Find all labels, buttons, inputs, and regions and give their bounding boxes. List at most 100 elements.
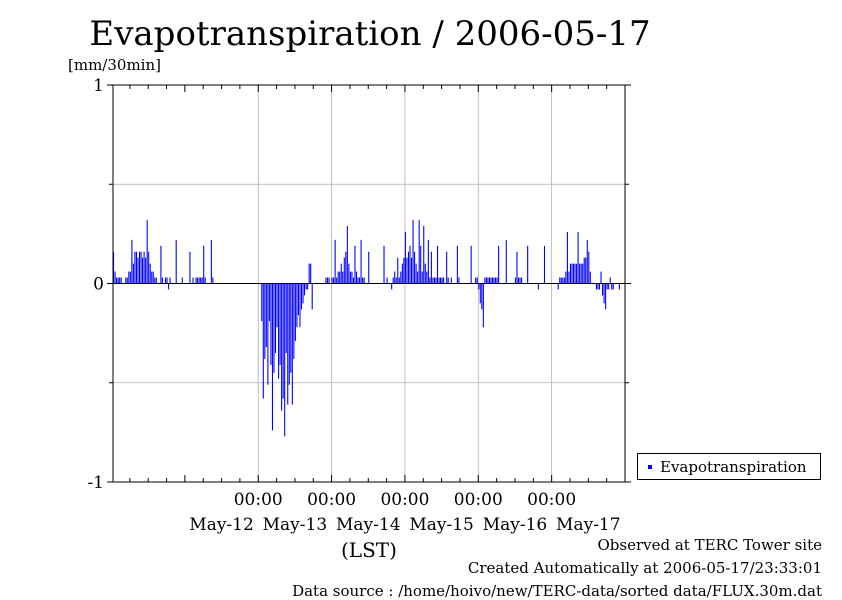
bar <box>618 283 620 290</box>
bar <box>612 283 614 290</box>
bar <box>414 251 416 284</box>
bar <box>571 263 573 284</box>
bar <box>352 277 354 284</box>
bar <box>284 283 286 437</box>
bar <box>426 271 428 284</box>
bar <box>333 277 335 284</box>
bar <box>175 239 177 284</box>
bar <box>443 277 445 284</box>
chart-title: Evapotranspiration / 2006-05-17 <box>89 14 651 54</box>
bar <box>342 271 344 284</box>
bar <box>398 277 400 284</box>
bar <box>168 283 170 290</box>
bar <box>476 277 478 284</box>
bar <box>360 239 362 284</box>
bar <box>132 263 134 284</box>
bar <box>485 277 487 284</box>
bar <box>268 283 270 322</box>
bar <box>160 245 162 284</box>
bar <box>351 271 353 284</box>
bar <box>326 277 329 284</box>
bar <box>436 245 439 284</box>
bar <box>580 263 582 284</box>
bar <box>569 263 571 284</box>
bar <box>605 283 607 310</box>
bar <box>470 245 472 284</box>
bar <box>406 257 408 284</box>
bar <box>417 271 419 284</box>
bar <box>407 251 410 284</box>
bar <box>135 251 138 284</box>
bar <box>421 271 423 284</box>
bar <box>293 283 295 359</box>
legend-swatch <box>648 464 652 469</box>
bar <box>340 263 342 284</box>
bar <box>588 251 590 284</box>
bar <box>424 263 426 284</box>
bar <box>435 277 437 284</box>
bar <box>300 283 303 310</box>
bar <box>125 277 127 284</box>
bar <box>328 277 330 284</box>
bar <box>270 283 272 365</box>
bar <box>602 283 604 296</box>
bar <box>574 263 576 284</box>
bar <box>440 277 442 284</box>
footer-source-note: Data source : /home/hoivo/new/TERC-data/… <box>292 582 822 600</box>
bar <box>129 271 131 284</box>
bar <box>543 245 546 284</box>
bar <box>395 277 397 284</box>
bar <box>568 271 570 284</box>
bar <box>579 263 581 284</box>
bar <box>606 283 608 290</box>
bar <box>420 245 422 284</box>
bar <box>450 277 452 284</box>
bar <box>261 283 263 322</box>
bar <box>404 231 406 284</box>
bar <box>423 225 425 284</box>
bar <box>576 263 578 284</box>
bar <box>290 283 292 373</box>
bar <box>557 283 559 290</box>
bar <box>484 277 486 284</box>
bar <box>274 283 277 353</box>
axis-ticks: 1 0 -1 00:00 00:00 00:00 00:00 00:00 May-12 May-1… <box>87 76 631 535</box>
bar <box>519 277 521 284</box>
y-tick-label: -1 <box>87 473 104 493</box>
bar <box>478 283 480 290</box>
bar <box>265 283 267 348</box>
bar <box>264 283 266 359</box>
footer-created-note: Created Automatically at 2006-05-17/23:3… <box>467 559 822 577</box>
bar <box>537 283 539 290</box>
bar <box>482 283 484 328</box>
bar <box>200 277 202 284</box>
bar <box>446 251 448 284</box>
bar <box>496 277 498 284</box>
bar <box>307 283 309 290</box>
bar <box>195 277 197 284</box>
x-axis-label: (LST) <box>341 538 397 562</box>
plot-frame <box>112 84 626 483</box>
bar <box>400 271 402 284</box>
footer-site-note: Observed at TERC Tower site <box>597 536 822 554</box>
bar <box>410 257 413 284</box>
bar <box>433 277 435 284</box>
bar <box>565 271 567 284</box>
bar-series <box>113 219 620 437</box>
bar <box>608 283 610 290</box>
bar <box>586 239 588 284</box>
bar <box>134 251 136 284</box>
bar <box>403 257 405 284</box>
bar <box>357 277 359 284</box>
bar <box>288 283 290 385</box>
bar <box>490 277 492 284</box>
bar <box>363 277 365 284</box>
x-date-label: May-17 <box>556 515 621 535</box>
bar <box>137 257 139 284</box>
bar <box>348 263 350 284</box>
bar <box>138 251 141 284</box>
bar <box>517 277 520 284</box>
bar <box>164 277 167 284</box>
legend: Evapotranspiration <box>637 453 821 480</box>
